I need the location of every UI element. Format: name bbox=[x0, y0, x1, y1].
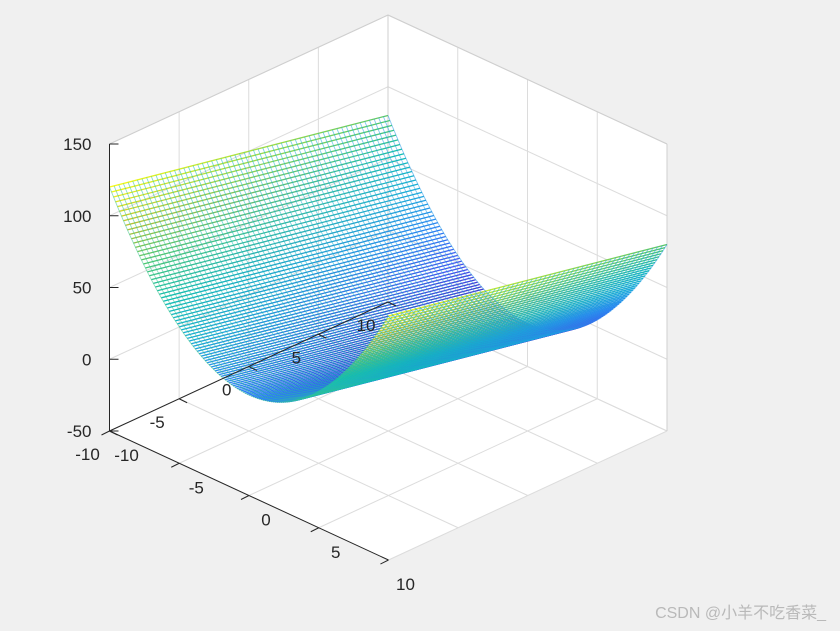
surface-mesh-line bbox=[201, 163, 482, 379]
y-tick-label: -10 bbox=[75, 445, 100, 464]
surface-mesh-line bbox=[146, 177, 426, 394]
axes-lines bbox=[101, 143, 397, 565]
surface-mesh-line bbox=[197, 164, 478, 381]
x-tick bbox=[310, 527, 319, 533]
y-tick-label: 5 bbox=[292, 348, 301, 367]
surface-mesh-line bbox=[169, 171, 450, 388]
y-tick bbox=[109, 430, 118, 436]
x-tick-label: 10 bbox=[396, 575, 415, 594]
surface-mesh bbox=[109, 114, 668, 403]
z-tick-label: 100 bbox=[63, 207, 91, 226]
surface-mesh-line bbox=[178, 168, 459, 385]
surface-mesh-line bbox=[155, 174, 436, 391]
x-tick-label: -5 bbox=[189, 478, 204, 497]
floor-gridline-x bbox=[388, 430, 668, 561]
y-tick-label: 0 bbox=[222, 381, 231, 400]
box-edge bbox=[109, 14, 389, 145]
floor-gridline-x bbox=[318, 398, 598, 529]
surface-mesh-line bbox=[164, 172, 445, 389]
y-tick-label: -5 bbox=[150, 413, 165, 432]
surface-mesh-line bbox=[122, 183, 403, 400]
surface-mesh-line bbox=[113, 185, 394, 402]
surface-mesh-line bbox=[141, 178, 422, 395]
x-tick bbox=[101, 430, 110, 436]
x-tick bbox=[240, 495, 250, 500]
surface-mesh-line bbox=[187, 166, 468, 383]
z-tick-label: -50 bbox=[67, 422, 92, 441]
x-tick bbox=[171, 462, 180, 468]
surface-mesh-line bbox=[192, 165, 473, 382]
surface-mesh-line bbox=[160, 173, 440, 390]
x-tick-label: -10 bbox=[114, 446, 139, 465]
x-tick-label: 0 bbox=[261, 511, 270, 530]
y-tick bbox=[387, 301, 397, 307]
y-tick-label: 10 bbox=[357, 316, 376, 335]
surface-mesh-line bbox=[150, 176, 431, 392]
box-edge bbox=[387, 14, 668, 145]
z-tick-label: 150 bbox=[63, 135, 91, 154]
surface-mesh-line bbox=[127, 182, 408, 398]
y-tick bbox=[178, 398, 188, 404]
surface-mesh-line bbox=[118, 184, 399, 401]
surface-mesh-line bbox=[136, 179, 417, 396]
surface-mesh-line bbox=[183, 167, 464, 384]
surface-mesh-line bbox=[132, 180, 413, 397]
watermark: CSDN @小羊不吃香菜_ bbox=[655, 605, 826, 622]
x-tick bbox=[380, 559, 389, 565]
z-tick-label: 0 bbox=[82, 350, 91, 369]
y-tick bbox=[318, 333, 327, 339]
back-wall-gridline-z bbox=[387, 86, 668, 217]
surface-mesh-line bbox=[174, 170, 454, 387]
z-tick-label: 50 bbox=[73, 279, 92, 298]
x-tick-label: 5 bbox=[331, 543, 340, 562]
y-tick bbox=[248, 366, 257, 371]
surface-mesh-line bbox=[109, 186, 389, 403]
